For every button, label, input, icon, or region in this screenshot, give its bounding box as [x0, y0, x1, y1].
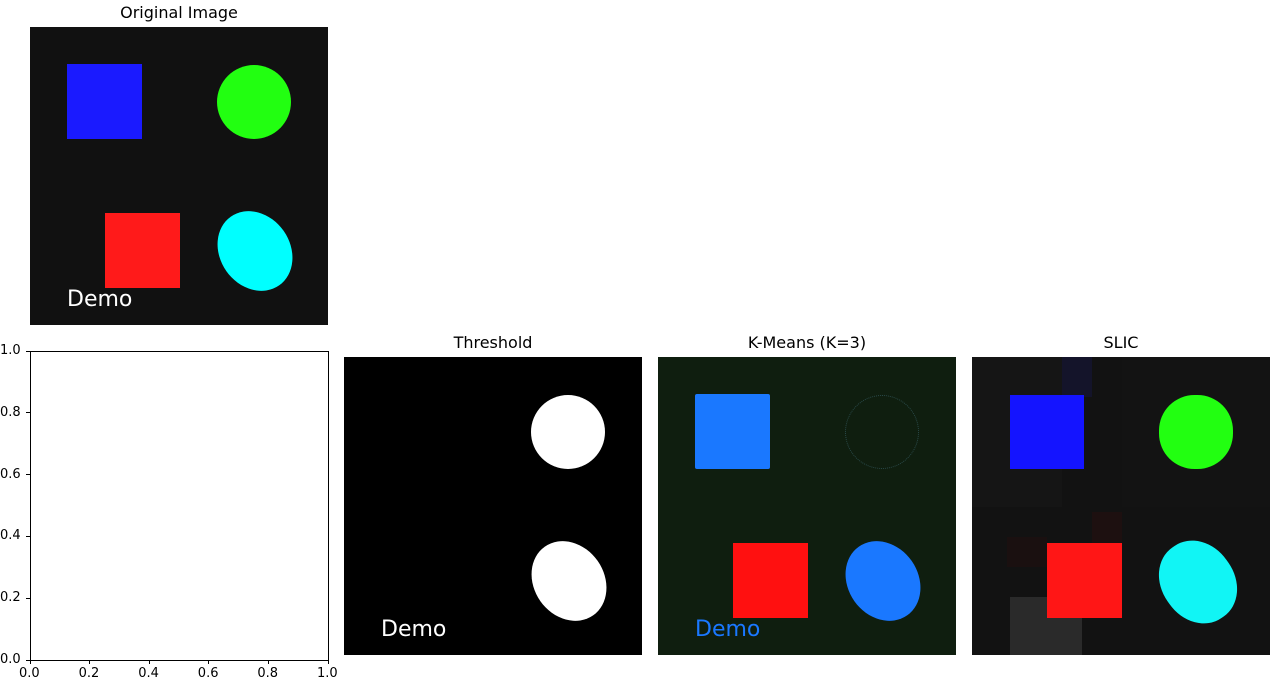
y-tick-label: 0.4 — [0, 528, 21, 544]
slic-panel — [972, 357, 1270, 655]
kmeans-blue-square — [695, 394, 770, 469]
empty-axes — [30, 351, 329, 661]
x-tick-label: 0.8 — [257, 666, 279, 681]
y-tick-mark — [26, 597, 30, 599]
y-tick-label: 0.6 — [0, 466, 21, 482]
threshold-circle — [531, 395, 605, 469]
green-circle — [217, 65, 291, 139]
blue-square — [67, 64, 142, 139]
x-tick-label: 0.0 — [19, 666, 40, 681]
demo-label: Demo — [67, 287, 133, 312]
x-tick-label: 0.2 — [78, 666, 100, 681]
x-tick-mark — [208, 660, 210, 664]
x-tick-mark — [29, 660, 31, 664]
kmeans-circle-outline — [845, 395, 919, 469]
y-tick-mark — [26, 535, 30, 537]
y-tick-label: 0.8 — [0, 404, 21, 420]
kmeans-red-square — [733, 543, 808, 618]
slic-superpixel — [1062, 357, 1092, 397]
y-tick-mark — [26, 474, 30, 476]
x-tick-mark — [148, 660, 150, 664]
original-image-panel: Demo — [30, 27, 328, 325]
slic-title: SLIC — [1103, 333, 1139, 352]
demo-label: Demo — [695, 617, 761, 642]
y-tick-mark — [26, 350, 30, 352]
y-tick-label: 0.2 — [0, 590, 21, 606]
threshold-title: Threshold — [453, 333, 533, 352]
y-tick-mark — [26, 412, 30, 414]
slic-superpixel — [1007, 537, 1047, 567]
kmeans-ellipse — [830, 526, 936, 636]
red-square — [105, 213, 180, 288]
original-image-title: Original Image — [120, 3, 238, 22]
kmeans-panel: Demo — [658, 357, 956, 655]
y-tick-label: 1.0 — [0, 343, 21, 358]
demo-label: Demo — [381, 617, 447, 642]
x-tick-label: 0.4 — [138, 666, 159, 681]
slic-superpixel — [1092, 512, 1122, 547]
y-tick-mark — [26, 659, 30, 661]
kmeans-title: K-Means (K=3) — [747, 333, 867, 352]
cyan-ellipse — [202, 196, 308, 306]
x-tick-mark — [327, 660, 329, 664]
slic-red-square — [1047, 543, 1122, 618]
threshold-panel: Demo — [344, 357, 642, 655]
x-tick-label: 1.0 — [317, 666, 338, 681]
slic-cyan-ellipse — [1143, 526, 1253, 638]
slic-blue-square — [1010, 395, 1084, 469]
x-tick-mark — [267, 660, 269, 664]
x-tick-label: 0.6 — [197, 666, 219, 681]
threshold-ellipse — [516, 526, 622, 636]
x-tick-mark — [89, 660, 91, 664]
slic-green-circle — [1159, 395, 1233, 469]
y-tick-label: 0.0 — [0, 652, 21, 667]
